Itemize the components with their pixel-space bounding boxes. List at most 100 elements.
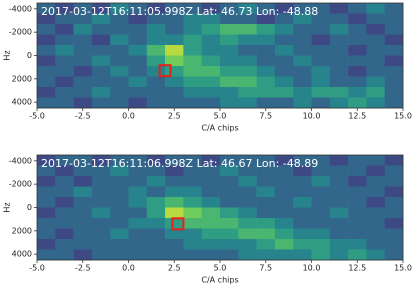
heatmap-cell: [183, 97, 202, 109]
heatmap-cell: [201, 34, 221, 46]
x-tick-label: 2.5: [168, 112, 181, 121]
heatmap-cell: [110, 13, 129, 25]
heatmap-cell: [329, 45, 349, 56]
heatmap-cell: [311, 218, 331, 229]
heatmap-cell: [55, 186, 74, 198]
heatmap-cell: [274, 13, 294, 25]
heatmap-cell: [366, 66, 385, 77]
heatmap-cell: [238, 34, 257, 46]
heatmap-cell: [91, 34, 111, 46]
heatmap-cell: [348, 97, 367, 109]
heatmap-cell: [201, 186, 221, 198]
heatmap-cell: [348, 76, 367, 88]
heatmap-cell: [384, 239, 404, 250]
heatmap-cell: [329, 155, 349, 166]
heatmap-cell: [329, 207, 349, 219]
heatmap-cell: [37, 66, 56, 77]
heatmap-cell: [329, 13, 349, 25]
heatmap-cell: [274, 97, 294, 109]
heatmap-cell: [183, 66, 202, 77]
heatmap-cell: [274, 176, 294, 187]
heatmap-cell: [201, 13, 221, 25]
heatmap-cell: [311, 97, 331, 109]
heatmap-cell: [311, 186, 331, 198]
x-tick-label: -2.5: [75, 112, 91, 121]
heatmap-cell: [165, 66, 184, 77]
heatmap-cell: [293, 13, 312, 25]
heatmap-cell: [256, 176, 276, 187]
heatmap-cell: [91, 228, 111, 240]
heatmap-cell: [128, 239, 148, 250]
heatmap-cell: [201, 3, 221, 14]
heatmap-cell: [73, 197, 93, 208]
heatmap-cell: [55, 239, 74, 250]
heatmap-cell: [73, 24, 93, 35]
heatmap-cell: [201, 228, 221, 240]
heatmap-cell: [128, 55, 148, 67]
heatmap-cell: [274, 207, 294, 219]
heatmap-cell: [220, 3, 239, 14]
y-tick-label: 2000: [12, 74, 32, 83]
heatmap-cell: [238, 155, 257, 166]
heatmap-cell: [146, 197, 166, 208]
heatmap-cell: [329, 165, 349, 177]
heatmap-cell: [201, 76, 221, 88]
heatmap-cell: [183, 176, 202, 187]
heatmap-cell: [220, 45, 239, 56]
heatmap-cell: [348, 55, 367, 67]
heatmap-cell: [146, 24, 166, 35]
heatmap-cell: [366, 3, 385, 14]
heatmap-cell: [37, 207, 56, 219]
heatmap-cell: [220, 176, 239, 187]
heatmap-cell: [128, 197, 148, 208]
heatmap-cell: [201, 97, 221, 109]
heatmap-cell: [165, 55, 184, 67]
heatmap-cell: [329, 249, 349, 261]
heatmap-cell: [146, 155, 166, 166]
heatmap-cell: [110, 207, 129, 219]
x-tick-label: 10.0: [303, 112, 321, 121]
x-tick-label: 7.5: [259, 112, 272, 121]
heatmap-cell: [220, 218, 239, 229]
heatmap-cell: [293, 45, 312, 56]
heatmap-cell: [238, 24, 257, 35]
heatmap-cell: [201, 249, 221, 261]
heatmap-cell: [238, 97, 257, 109]
heatmap-cell: [220, 76, 239, 88]
heatmap-cell: [110, 55, 129, 67]
heatmap-cell: [366, 155, 385, 166]
heatmap-cell: [220, 249, 239, 261]
heatmap-cell: [73, 218, 93, 229]
heatmap-cell: [73, 3, 93, 14]
heatmap-cell: [293, 76, 312, 88]
heatmap-cell: [55, 87, 74, 98]
heatmap-cell: [384, 87, 404, 98]
heatmap-cell: [146, 13, 166, 25]
heatmap-cell: [311, 249, 331, 261]
heatmap-cell: [55, 207, 74, 219]
heatmap-cell: [110, 228, 129, 240]
heatmap-cell: [146, 218, 166, 229]
heatmap-cell: [146, 3, 166, 14]
heatmap-cell: [37, 176, 56, 187]
heatmap-cell: [165, 155, 184, 166]
heatmap-cell: [146, 34, 166, 46]
heatmap-cell: [91, 186, 111, 198]
y-tick-label: 2000: [12, 226, 32, 235]
heatmap-cell: [384, 197, 404, 208]
heatmap-cell: [256, 45, 276, 56]
heatmap-cell: [55, 66, 74, 77]
heatmap-cell: [329, 239, 349, 250]
heatmap-cell: [183, 239, 202, 250]
heatmap-cell: [73, 239, 93, 250]
heatmap-cell: [91, 207, 111, 219]
heatmap-cell: [220, 197, 239, 208]
heatmap-cell: [348, 87, 367, 98]
heatmap-cell: [366, 87, 385, 98]
heatmap-cell: [146, 228, 166, 240]
heatmap-cell: [165, 34, 184, 46]
heatmap-cell: [238, 218, 257, 229]
heatmap-cell: [256, 186, 276, 198]
heatmap-cell: [293, 197, 312, 208]
heatmap-cell: [165, 97, 184, 109]
